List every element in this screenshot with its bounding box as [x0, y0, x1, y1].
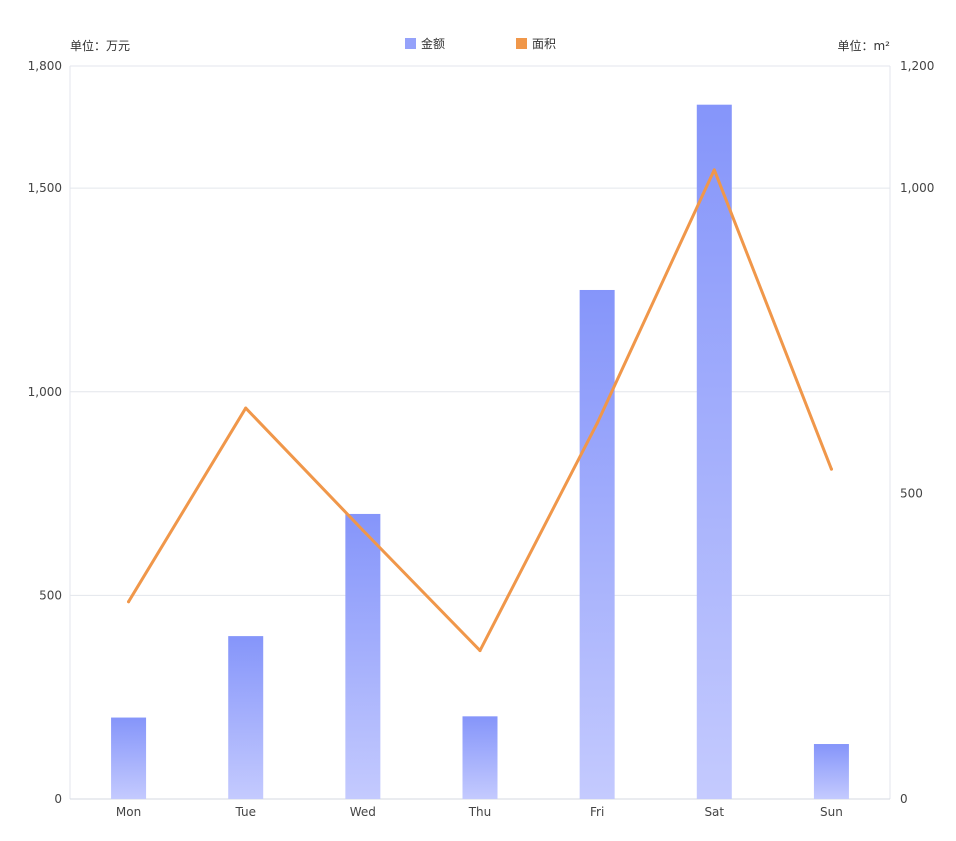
- legend-swatch-amount: [405, 38, 416, 49]
- line-point[interactable]: [595, 421, 599, 425]
- legend-item-amount[interactable]: 金额: [405, 35, 445, 52]
- y-left-tick-label: 1,800: [28, 59, 62, 73]
- x-tick-label: Wed: [350, 805, 376, 819]
- legend-label-amount: 金额: [421, 37, 446, 51]
- line-point[interactable]: [361, 528, 365, 532]
- right-axis-unit: 单位：m²: [837, 39, 890, 53]
- x-tick-label: Mon: [116, 805, 141, 819]
- y-left-tick-label: 500: [39, 588, 62, 602]
- legend-swatch-area: [516, 38, 527, 49]
- y-right-tick-label: 500: [900, 487, 923, 501]
- bar[interactable]: [813, 744, 849, 799]
- bar[interactable]: [579, 289, 615, 799]
- line-point[interactable]: [712, 168, 716, 172]
- x-tick-label: Tue: [234, 805, 256, 819]
- left-axis-unit: 单位：万元: [70, 39, 131, 53]
- x-tick-label: Sun: [820, 805, 843, 819]
- legend-item-area[interactable]: 面积: [516, 35, 556, 52]
- line-point[interactable]: [244, 406, 248, 410]
- y-left-tick-label: 1,500: [28, 181, 62, 195]
- x-tick-label: Thu: [468, 805, 492, 819]
- y-right-tick-label: 1,200: [900, 59, 934, 73]
- line-point[interactable]: [478, 649, 482, 653]
- line-point[interactable]: [829, 467, 833, 471]
- bar[interactable]: [228, 636, 264, 799]
- x-tick-label: Sat: [704, 805, 724, 819]
- bar[interactable]: [696, 104, 732, 800]
- y-right-tick-label: 0: [900, 792, 908, 806]
- y-right-tick-label: 1,000: [900, 181, 934, 195]
- y-left-tick-label: 0: [54, 792, 62, 806]
- y-left-tick-label: 1,000: [28, 385, 62, 399]
- bar[interactable]: [111, 717, 147, 799]
- line-point[interactable]: [127, 600, 131, 604]
- legend-label-area: 面积: [532, 37, 557, 51]
- bar[interactable]: [462, 716, 498, 799]
- bar[interactable]: [345, 513, 381, 799]
- x-tick-label: Fri: [590, 805, 604, 819]
